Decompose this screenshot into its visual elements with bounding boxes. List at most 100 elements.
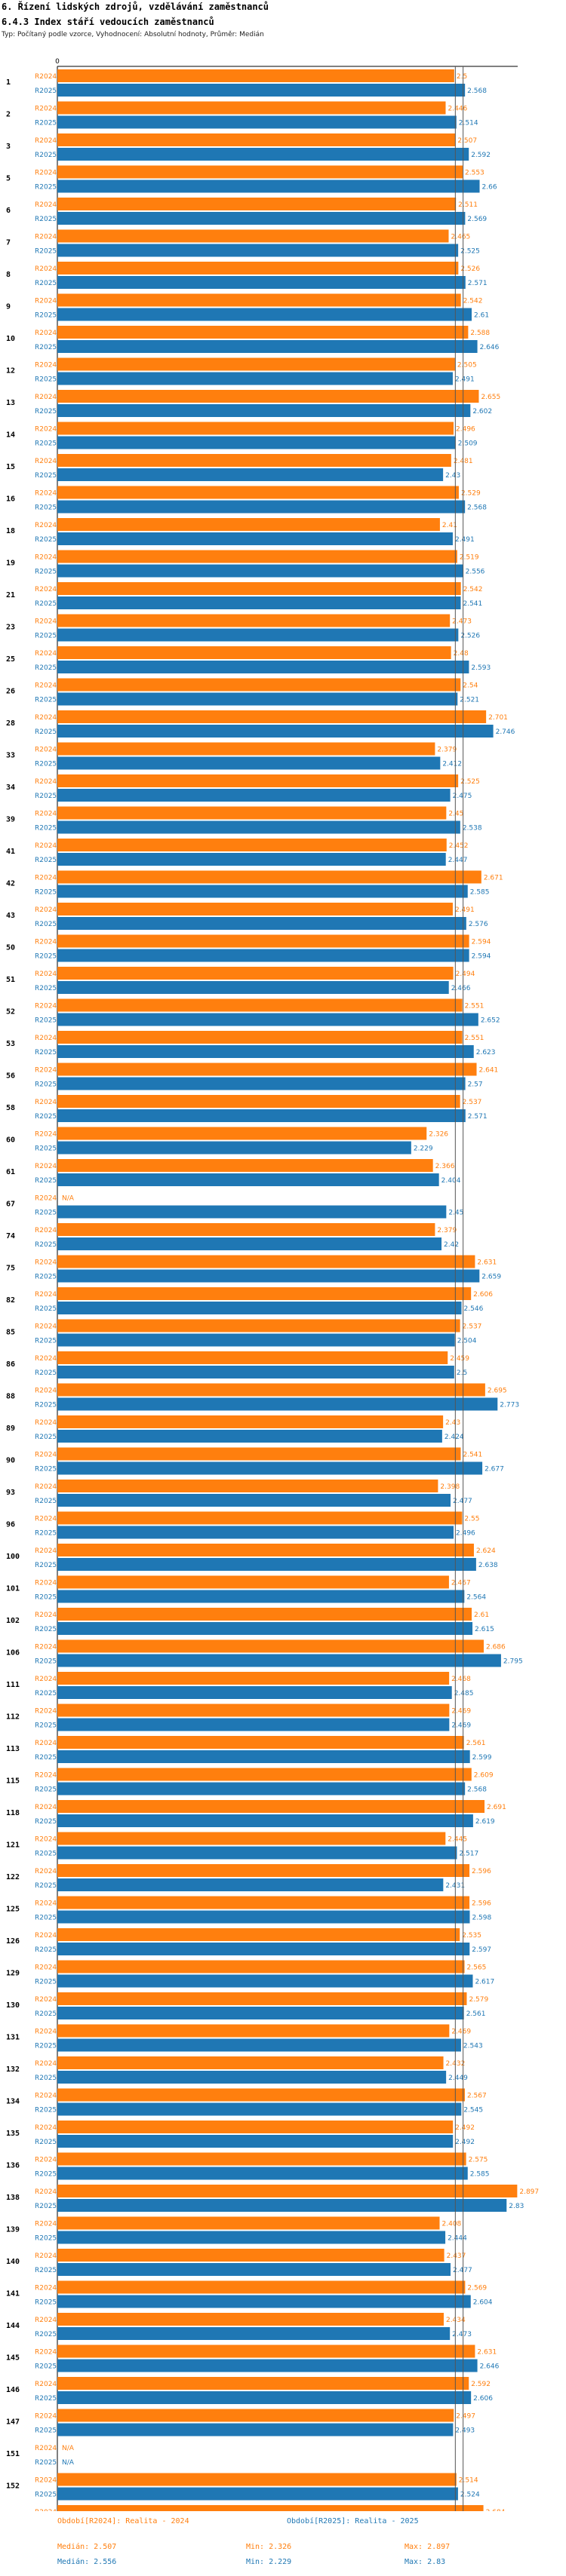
bar — [57, 2423, 454, 2436]
series-label: R2024 — [35, 1131, 57, 1139]
category-label: 74 — [6, 1232, 15, 1240]
series-label: R2025 — [35, 889, 57, 897]
bar — [57, 742, 435, 756]
legend-2024-median: Medián: 2.507 — [57, 2543, 117, 2551]
bar — [57, 661, 469, 673]
series-label: R2025 — [35, 1658, 57, 1666]
bar — [57, 2071, 447, 2084]
bar — [57, 1013, 478, 1026]
bar — [57, 903, 453, 915]
bar — [57, 1255, 475, 1268]
bar — [57, 885, 468, 898]
no-value-label: N/A — [62, 1195, 75, 1203]
series-label: R2025 — [35, 1274, 57, 1281]
category-label: 58 — [6, 1104, 15, 1112]
bar — [57, 1590, 465, 1603]
value-label: 2.617 — [475, 1979, 494, 1986]
series-label: R2025 — [35, 633, 57, 640]
bar — [57, 372, 453, 385]
series-label: R2024 — [35, 2124, 57, 2132]
value-label: 2.596 — [472, 1900, 491, 1908]
bar — [57, 1511, 463, 1525]
value-label: 2.677 — [484, 1466, 504, 1474]
bar — [57, 2231, 446, 2244]
category-label: 89 — [6, 1424, 15, 1433]
value-label: 2.491 — [455, 906, 475, 914]
value-label: 2.526 — [460, 265, 480, 273]
value-label: 2.538 — [463, 825, 482, 833]
bar — [57, 101, 446, 115]
series-label: R2025 — [35, 2235, 57, 2243]
bar — [57, 340, 478, 353]
series-label: R2024 — [35, 971, 57, 978]
bar — [57, 1846, 457, 1860]
bar — [57, 2263, 451, 2276]
bar — [57, 725, 494, 738]
series-label: R2024 — [35, 1996, 57, 2004]
value-label: 2.795 — [503, 1658, 523, 1666]
category-label: 139 — [6, 2226, 20, 2234]
series-label: R2025 — [35, 2459, 57, 2467]
value-label: 2.606 — [473, 2395, 493, 2403]
series-label: R2024 — [35, 265, 57, 273]
bar — [57, 2135, 454, 2148]
value-label: 2.641 — [479, 1067, 499, 1075]
value-label: 2.469 — [451, 1722, 471, 1730]
category-label: 25 — [6, 655, 15, 664]
value-label: 2.609 — [474, 1772, 494, 1780]
bar — [57, 1639, 484, 1653]
bar — [57, 1974, 473, 1988]
category-label: 43 — [6, 912, 15, 920]
value-label: 2.524 — [460, 2492, 480, 2499]
series-label: R2024 — [35, 1355, 57, 1363]
series-label: R2025 — [35, 761, 57, 768]
value-label: 2.623 — [476, 1049, 496, 1056]
bar — [57, 422, 454, 435]
value-label: 2.379 — [437, 1227, 457, 1234]
series-label: R2025 — [35, 728, 57, 736]
series-label: R2024 — [35, 747, 57, 754]
bar — [57, 518, 440, 531]
value-label: 2.598 — [472, 1915, 491, 1922]
value-label: 2.424 — [444, 1434, 464, 1441]
series-label: R2025 — [35, 1434, 57, 1441]
series-label: R2025 — [35, 1338, 57, 1345]
bar — [57, 404, 471, 417]
bar — [57, 1686, 452, 1699]
series-label: R2024 — [35, 1932, 57, 1940]
value-label: 2.585 — [470, 2171, 490, 2179]
bar — [57, 1302, 462, 1314]
series-label: R2025 — [35, 312, 57, 320]
value-label: 2.475 — [453, 793, 472, 800]
bar — [57, 1814, 473, 1827]
series-label: R2024 — [35, 1291, 57, 1299]
bar — [57, 454, 451, 467]
category-label: 26 — [6, 688, 15, 696]
value-label: 2.517 — [459, 1851, 478, 1858]
legend: Období[R2024]: Realita - 2024 Období[R20… — [0, 2511, 566, 2571]
value-label: 2.568 — [467, 504, 487, 512]
value-label: 2.525 — [460, 248, 480, 256]
series-label: R2025 — [35, 2203, 57, 2210]
series-label: R2024 — [35, 2093, 57, 2100]
category-label: 6 — [6, 207, 11, 215]
bar — [57, 1544, 474, 1556]
category-label: 56 — [6, 1072, 15, 1081]
series-label: R2025 — [35, 1402, 57, 1409]
value-label: 2.568 — [467, 1786, 487, 1794]
series-label: R2024 — [35, 2509, 57, 2511]
bar — [57, 1878, 444, 1891]
series-label: R2025 — [35, 1626, 57, 1633]
series-label: R2024 — [35, 201, 57, 209]
series-label: R2024 — [35, 778, 57, 786]
value-label: 2.83 — [509, 2203, 524, 2210]
series-label: R2025 — [35, 1210, 57, 1217]
value-label: 2.43 — [445, 1419, 460, 1427]
series-label: R2025 — [35, 2171, 57, 2179]
bar — [57, 2313, 444, 2326]
series-label: R2024 — [35, 811, 57, 818]
series-label: R2025 — [35, 2139, 57, 2146]
series-label: R2024 — [35, 1483, 57, 1491]
category-label: 67 — [6, 1201, 15, 1209]
